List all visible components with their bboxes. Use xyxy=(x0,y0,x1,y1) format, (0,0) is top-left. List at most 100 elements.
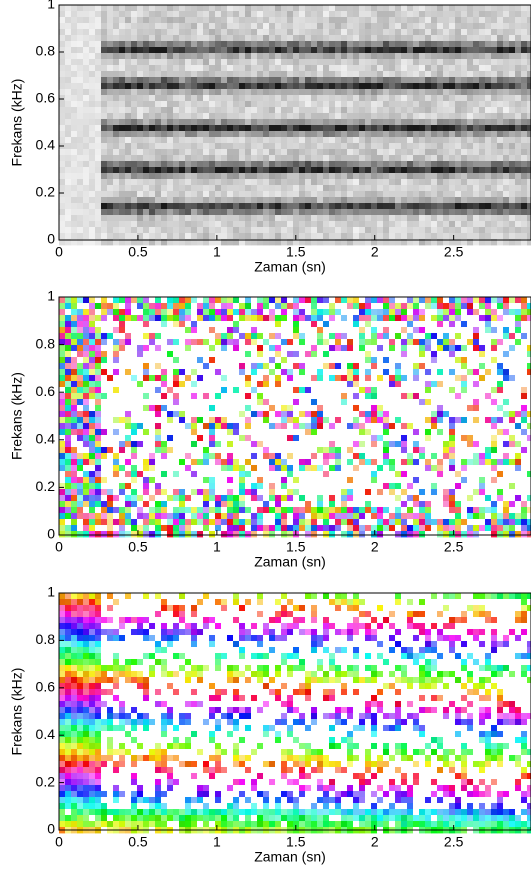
spectrogram-cell xyxy=(245,95,251,101)
spectrogram-cell xyxy=(83,89,89,95)
spectrogram-cell xyxy=(101,393,107,399)
spectrogram-cell xyxy=(269,29,275,35)
spectrogram-cell xyxy=(341,83,347,89)
spectrogram-cell xyxy=(395,113,401,119)
spectrogram-cell xyxy=(209,23,215,29)
spectrogram-cell xyxy=(443,29,449,35)
spectrogram-cell xyxy=(137,363,143,369)
spectrogram-cell xyxy=(65,303,71,309)
spectrogram-cell xyxy=(395,77,401,83)
spectrogram-cell xyxy=(299,191,305,197)
spectrogram-cell xyxy=(395,209,401,215)
spectrogram-cell xyxy=(431,161,437,167)
spectrogram-cell xyxy=(239,345,245,351)
spectrogram-cell xyxy=(209,101,215,107)
spectrogram-cell xyxy=(485,363,491,369)
spectrogram-cell xyxy=(167,405,173,411)
spectrogram-cell xyxy=(425,221,431,227)
spectrogram-cell xyxy=(149,345,155,351)
spectrogram-cell xyxy=(251,333,257,339)
spectrogram-cell xyxy=(257,191,263,197)
spectrogram-cell xyxy=(419,161,425,167)
spectrogram-cell xyxy=(365,375,371,381)
spectrogram-cell xyxy=(89,101,95,107)
spectrogram-cell xyxy=(257,5,263,11)
spectrogram-cell xyxy=(221,327,227,333)
spectrogram-cell xyxy=(497,11,503,17)
spectrogram-cell xyxy=(137,215,143,221)
spectrogram-cell xyxy=(329,191,335,197)
spectrogram-cell xyxy=(161,351,167,357)
spectrogram-cell xyxy=(515,131,521,137)
spectrogram-cell xyxy=(335,197,341,203)
spectrogram-cell xyxy=(245,149,251,155)
spectrogram-cell xyxy=(167,155,173,161)
spectrogram-cell xyxy=(413,155,419,161)
spectrogram-cell xyxy=(59,333,65,339)
spectrogram-cell xyxy=(119,345,125,351)
spectrogram-cell xyxy=(173,143,179,149)
spectrogram-cell xyxy=(305,83,311,89)
spectrogram-cell xyxy=(509,179,515,185)
spectrogram-cell xyxy=(419,143,425,149)
spectrogram-cell xyxy=(413,399,419,405)
spectrogram-cell xyxy=(95,369,101,375)
spectrogram-cell xyxy=(473,369,479,375)
spectrogram-cell xyxy=(395,23,401,29)
spectrogram-cell xyxy=(317,101,323,107)
spectrogram-cell xyxy=(113,77,119,83)
spectrogram-cell xyxy=(101,233,107,239)
spectrogram-cell xyxy=(65,297,71,303)
spectrogram-cell xyxy=(203,203,209,209)
spectrogram-cell xyxy=(173,233,179,239)
spectrogram-cell xyxy=(455,215,461,221)
spectrogram-cell xyxy=(455,345,461,351)
spectrogram-cell xyxy=(503,143,509,149)
spectrogram-cell xyxy=(347,137,353,143)
spectrogram-cell xyxy=(107,191,113,197)
spectrogram-cell xyxy=(143,173,149,179)
spectrogram-cell xyxy=(125,303,131,309)
spectrogram-cell xyxy=(479,77,485,83)
spectrogram-cell xyxy=(521,71,527,77)
spectrogram-cell xyxy=(215,59,221,65)
spectrogram-cell xyxy=(83,29,89,35)
spectrogram-cell xyxy=(197,417,203,423)
spectrogram-cell xyxy=(65,327,71,333)
spectrogram-cell xyxy=(395,41,401,47)
spectrogram-cell xyxy=(353,387,359,393)
spectrogram-cell xyxy=(365,345,371,351)
spectrogram-cell xyxy=(467,327,473,333)
spectrogram-cell xyxy=(341,53,347,59)
spectrogram-cell xyxy=(413,65,419,71)
spectrogram-cell xyxy=(221,339,227,345)
spectrogram-cell xyxy=(461,405,467,411)
spectrogram-cell xyxy=(509,309,515,315)
spectrogram-cell xyxy=(503,423,509,429)
spectrogram-cell xyxy=(479,95,485,101)
spectrogram-cell xyxy=(317,327,323,333)
spectrogram-cell xyxy=(437,375,443,381)
spectrogram-cell xyxy=(377,203,383,209)
spectrogram-cell xyxy=(293,209,299,215)
spectrogram-cell xyxy=(407,221,413,227)
spectrogram-cell xyxy=(167,167,173,173)
spectrogram-cell xyxy=(467,65,473,71)
spectrogram-cell xyxy=(455,203,461,209)
spectrogram-cell xyxy=(65,125,71,131)
spectrogram-cell xyxy=(293,429,299,435)
spectrogram-cell xyxy=(395,215,401,221)
spectrogram-cell xyxy=(389,297,395,303)
spectrogram-cell xyxy=(383,29,389,35)
spectrogram-cell xyxy=(419,179,425,185)
spectrogram-cell xyxy=(419,17,425,23)
spectrogram-cell xyxy=(335,149,341,155)
spectrogram-cell xyxy=(149,131,155,137)
spectrogram-cell xyxy=(371,321,377,327)
spectrogram-cell xyxy=(83,303,89,309)
spectrogram-cell xyxy=(251,83,257,89)
spectrogram-cell xyxy=(215,191,221,197)
spectrogram-cell xyxy=(71,119,77,125)
spectrogram-cell xyxy=(509,89,515,95)
spectrogram-cell xyxy=(347,77,353,83)
